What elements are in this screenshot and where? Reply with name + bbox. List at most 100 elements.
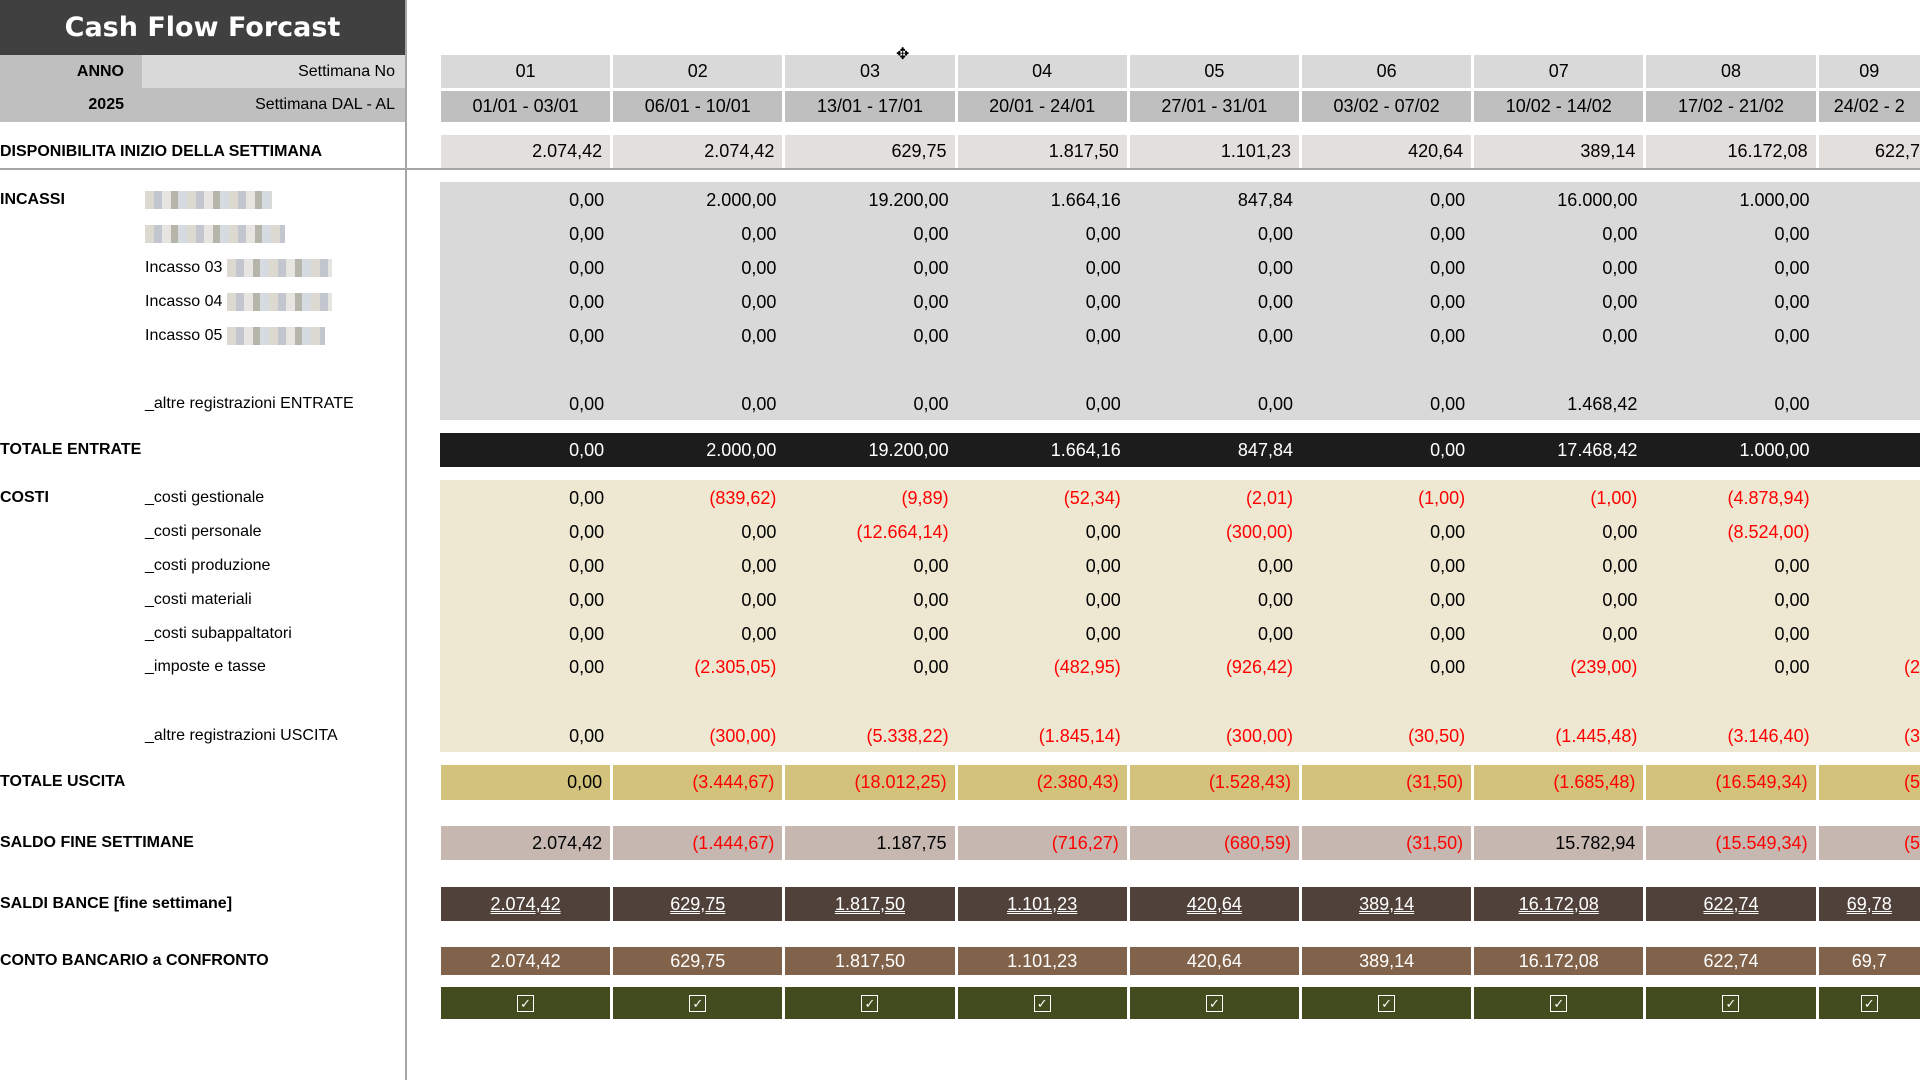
incasso-cell[interactable]: 0,00 (957, 251, 1129, 285)
saldi-bance-cell[interactable]: 622,74 (1646, 887, 1816, 921)
incasso-cell[interactable]: 19.200,00 (784, 183, 956, 217)
costo-cell[interactable] (1818, 583, 1920, 617)
disponibilita-cell[interactable]: 2.074,42 (613, 135, 783, 168)
totale-uscita-cell[interactable]: 0,00 (441, 765, 611, 800)
altre-uscita-cell[interactable]: (30,50) (1301, 719, 1473, 753)
costo-cell[interactable]: 0,00 (1645, 549, 1817, 583)
week-range[interactable]: 24/02 - 2 (1818, 91, 1920, 122)
totale-entrate-cell[interactable]: 1.000,00 (1645, 433, 1817, 467)
incasso-cell[interactable] (1818, 183, 1920, 217)
costo-cell[interactable]: 0,00 (1645, 650, 1817, 684)
costo-cell[interactable]: 0,00 (440, 583, 612, 617)
costo-cell[interactable] (1818, 515, 1920, 549)
disponibilita-cell[interactable]: 2.074,42 (441, 135, 611, 168)
incasso-cell[interactable]: 847,84 (1129, 183, 1301, 217)
incasso-cell[interactable]: 0,00 (612, 217, 784, 251)
costo-cell[interactable]: 0,00 (1473, 617, 1645, 651)
costo-cell[interactable] (1818, 617, 1920, 651)
saldi-bance-cell[interactable]: 1.817,50 (785, 887, 955, 921)
costo-cell[interactable]: 0,00 (1301, 583, 1473, 617)
incasso-cell[interactable]: 0,00 (1129, 319, 1301, 353)
incasso-cell[interactable]: 0,00 (1473, 319, 1645, 353)
week-range[interactable]: 27/01 - 31/01 (1129, 91, 1299, 122)
disponibilita-cell[interactable]: 1.817,50 (957, 135, 1127, 168)
costo-cell[interactable]: 0,00 (612, 583, 784, 617)
saldi-bance-cell[interactable]: 2.074,42 (441, 887, 611, 921)
costo-cell[interactable]: 0,00 (440, 650, 612, 684)
incasso-cell[interactable]: 0,00 (957, 319, 1129, 353)
saldo-fine-cell[interactable]: (1.444,67) (613, 826, 783, 860)
costo-cell[interactable]: 0,00 (957, 549, 1129, 583)
week-number[interactable]: 04 (957, 55, 1127, 88)
costo-cell[interactable]: (2,01) (1129, 481, 1301, 515)
totale-uscita-cell[interactable]: (18.012,25) (785, 765, 955, 800)
altre-entrate-cell[interactable]: 0,00 (957, 387, 1129, 421)
match-checkbox-cell[interactable]: ✓ (957, 987, 1127, 1019)
costo-cell[interactable]: 0,00 (784, 650, 956, 684)
incasso-cell[interactable]: 0,00 (1301, 319, 1473, 353)
match-checkbox-cell[interactable]: ✓ (1646, 987, 1816, 1019)
costo-cell[interactable]: 0,00 (1301, 515, 1473, 549)
costo-cell[interactable]: (1,00) (1301, 481, 1473, 515)
incasso-cell[interactable]: 0,00 (1645, 285, 1817, 319)
costo-cell[interactable]: 0,00 (612, 549, 784, 583)
checkbox-checked-icon[interactable]: ✓ (1722, 994, 1740, 1012)
altre-uscita-cell[interactable]: 0,00 (440, 719, 612, 753)
saldo-fine-cell[interactable]: 15.782,94 (1474, 826, 1644, 860)
incasso-cell[interactable]: 0,00 (1129, 251, 1301, 285)
disponibilita-cell[interactable]: 629,75 (785, 135, 955, 168)
altre-entrate-cell[interactable]: 0,00 (1129, 387, 1301, 421)
costo-cell[interactable]: 0,00 (784, 583, 956, 617)
costo-cell[interactable]: (839,62) (612, 481, 784, 515)
costo-cell[interactable]: 0,00 (440, 617, 612, 651)
incasso-cell[interactable]: 0,00 (1645, 251, 1817, 285)
costo-cell[interactable]: 0,00 (1473, 515, 1645, 549)
costo-cell[interactable]: 0,00 (957, 515, 1129, 549)
incasso-cell[interactable]: 0,00 (1645, 217, 1817, 251)
disponibilita-cell[interactable]: 1.101,23 (1129, 135, 1299, 168)
incasso-cell[interactable]: 0,00 (784, 285, 956, 319)
incasso-cell[interactable]: 0,00 (1301, 285, 1473, 319)
costo-cell[interactable]: 0,00 (612, 515, 784, 549)
costo-cell[interactable]: 0,00 (1129, 617, 1301, 651)
costo-cell[interactable]: (52,34) (957, 481, 1129, 515)
week-range[interactable]: 06/01 - 10/01 (613, 91, 783, 122)
incasso-cell[interactable]: 0,00 (612, 285, 784, 319)
incasso-cell[interactable]: 2.000,00 (612, 183, 784, 217)
altre-uscita-cell[interactable]: (5.338,22) (784, 719, 956, 753)
incasso-cell[interactable]: 0,00 (957, 285, 1129, 319)
incasso-cell[interactable]: 0,00 (1473, 217, 1645, 251)
totale-entrate-cell[interactable]: 0,00 (1301, 433, 1473, 467)
checkbox-checked-icon[interactable]: ✓ (1860, 994, 1878, 1012)
saldi-bance-cell[interactable]: 16.172,08 (1474, 887, 1644, 921)
altre-entrate-cell[interactable]: 0,00 (1301, 387, 1473, 421)
checkbox-checked-icon[interactable]: ✓ (689, 994, 707, 1012)
incasso-cell[interactable]: 0,00 (1301, 183, 1473, 217)
conto-bancario-cell[interactable]: 2.074,42 (441, 947, 611, 975)
altre-uscita-cell[interactable]: (3 (1818, 719, 1920, 753)
incasso-cell[interactable] (1818, 319, 1920, 353)
incasso-cell[interactable] (1818, 217, 1920, 251)
week-number[interactable]: 09 (1818, 55, 1920, 88)
totale-entrate-cell[interactable]: 19.200,00 (784, 433, 956, 467)
totale-uscita-cell[interactable]: (31,50) (1302, 765, 1472, 800)
incasso-cell[interactable] (1818, 251, 1920, 285)
incasso-cell[interactable]: 1.664,16 (957, 183, 1129, 217)
totale-uscita-cell[interactable]: (3.444,67) (613, 765, 783, 800)
conto-bancario-cell[interactable]: 420,64 (1129, 947, 1299, 975)
totale-entrate-cell[interactable]: 1.664,16 (957, 433, 1129, 467)
saldi-bance-cell[interactable]: 69,78 (1818, 887, 1920, 921)
checkbox-checked-icon[interactable]: ✓ (861, 994, 879, 1012)
costo-cell[interactable]: (926,42) (1129, 650, 1301, 684)
checkbox-checked-icon[interactable]: ✓ (1205, 994, 1223, 1012)
costo-cell[interactable]: 0,00 (440, 515, 612, 549)
costo-cell[interactable]: 0,00 (1645, 583, 1817, 617)
checkbox-checked-icon[interactable]: ✓ (1033, 994, 1051, 1012)
match-checkbox-cell[interactable]: ✓ (1129, 987, 1299, 1019)
costo-cell[interactable]: (300,00) (1129, 515, 1301, 549)
costo-cell[interactable]: (1,00) (1473, 481, 1645, 515)
week-number[interactable]: 07 (1474, 55, 1644, 88)
incasso-cell[interactable]: 0,00 (957, 217, 1129, 251)
week-number[interactable]: 08 (1646, 55, 1816, 88)
week-range[interactable]: 03/02 - 07/02 (1302, 91, 1472, 122)
